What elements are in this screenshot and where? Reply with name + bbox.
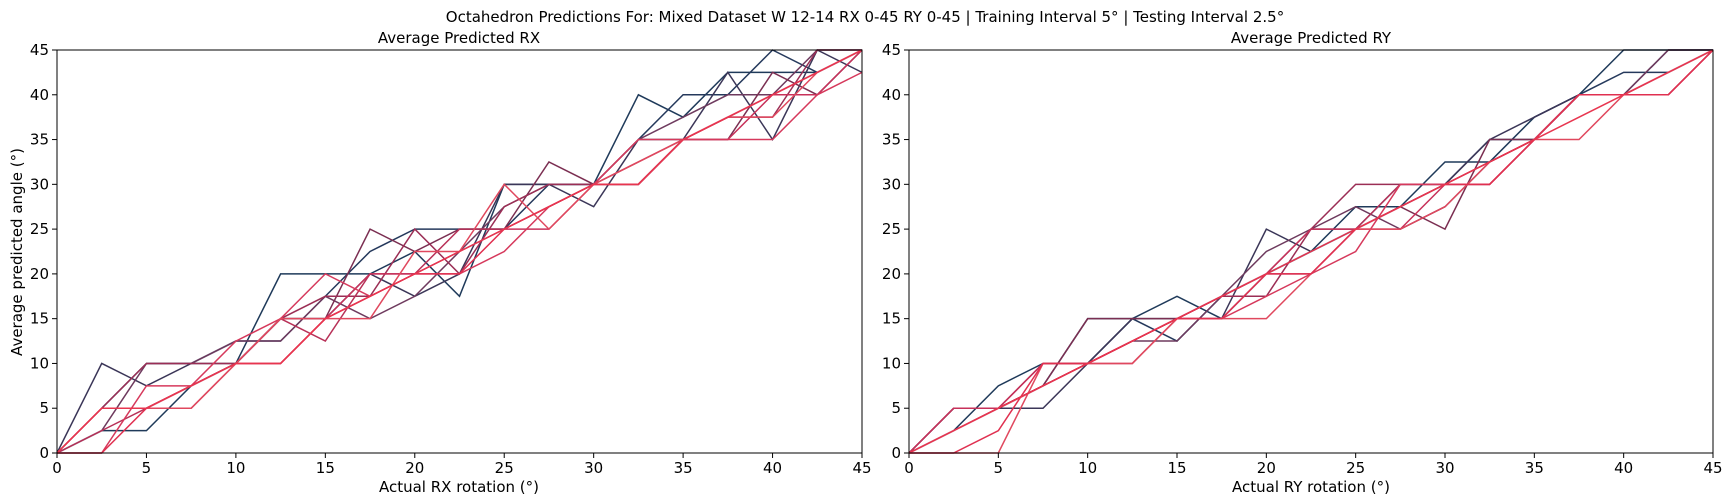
ry-y-tick-label: 5	[891, 399, 901, 417]
rx-plot-frame	[56, 49, 863, 454]
ry-series-line-12	[908, 49, 1714, 454]
rx-y-tick-label: 40	[30, 86, 49, 104]
ry-x-axis-label: Actual RY rotation (°)	[1232, 478, 1390, 496]
rx-series-group	[56, 48, 863, 454]
ry-x-tick-label: 40	[1614, 459, 1633, 477]
rx-y-tick-label: 30	[30, 175, 49, 193]
ry-x-tick-label: 35	[1525, 459, 1544, 477]
rx-x-axis-label: Actual RX rotation (°)	[379, 478, 539, 496]
ry-x-tick-label: 20	[1257, 459, 1276, 477]
rx-x-tick-label: 10	[226, 459, 245, 477]
ry-x-tick-label: 25	[1346, 459, 1365, 477]
ry-series-line-11	[909, 49, 1714, 454]
ry-x-tick-label: 10	[1078, 459, 1097, 477]
rx-y-axis-label: Average predicted angle (°)	[8, 148, 26, 356]
ry-x-tick-label: 0	[904, 459, 914, 477]
rx-x-tick-label: 25	[495, 459, 514, 477]
rx-subplot-title: Average Predicted RX	[378, 29, 540, 47]
rx-x-ticks: 0 5 10 15 20 25 30 35 40 45	[52, 453, 872, 477]
ry-x-tick-label: 5	[994, 459, 1004, 477]
ry-y-ticks: 0 5 10 15 20 25 30 35 40 45	[882, 41, 909, 462]
ry-y-tick-label: 25	[882, 220, 901, 238]
ry-y-tick-label: 15	[882, 310, 901, 328]
rx-y-tick-label: 45	[30, 41, 49, 59]
ry-y-tick-label: 0	[891, 444, 901, 462]
rx-x-tick-label: 40	[763, 459, 782, 477]
rx-series-line-9	[57, 71, 863, 454]
rx-y-tick-label: 35	[30, 131, 49, 149]
ry-x-tick-label: 15	[1167, 459, 1186, 477]
rx-x-tick-label: 20	[405, 459, 424, 477]
figure-title: Octahedron Predictions For: Mixed Datase…	[446, 8, 1284, 26]
rx-y-tick-label: 0	[39, 444, 49, 462]
rx-subplot: Average Predicted RX 0 5 10 15 20 25 30 35 40 45 …	[8, 29, 872, 496]
rx-y-tick-label: 25	[30, 220, 49, 238]
ry-y-tick-label: 10	[882, 354, 901, 372]
rx-x-tick-label: 35	[674, 459, 693, 477]
rx-y-tick-label: 15	[30, 310, 49, 328]
ry-subplot-title: Average Predicted RY	[1231, 29, 1392, 47]
ry-y-tick-label: 45	[882, 41, 901, 59]
ry-y-tick-label: 35	[882, 131, 901, 149]
rx-x-tick-label: 30	[584, 459, 603, 477]
rx-y-ticks: 0 5 10 15 20 25 30 35 40 45	[30, 41, 57, 462]
ry-y-tick-label: 40	[882, 86, 901, 104]
ry-x-ticks: 0 5 10 15 20 25 30 35 40 45	[904, 453, 1723, 477]
ry-y-tick-label: 20	[882, 265, 901, 283]
ry-x-tick-label: 30	[1435, 459, 1454, 477]
ry-subplot: Average Predicted RY 0 5 10 15 20 25 30 35 40 45 …	[882, 29, 1723, 496]
rx-y-tick-label: 20	[30, 265, 49, 283]
rx-x-tick-label: 5	[142, 459, 152, 477]
rx-x-tick-label: 15	[316, 459, 335, 477]
ry-plot-frame	[908, 49, 1714, 454]
ry-y-tick-label: 30	[882, 175, 901, 193]
rx-series-line-12	[56, 49, 863, 454]
ry-series-group	[908, 49, 1714, 454]
ry-x-tick-label: 45	[1703, 459, 1722, 477]
rx-y-tick-label: 10	[30, 354, 49, 372]
rx-x-tick-label: 45	[852, 459, 871, 477]
rx-y-tick-label: 5	[39, 399, 49, 417]
rx-x-tick-label: 0	[52, 459, 62, 477]
